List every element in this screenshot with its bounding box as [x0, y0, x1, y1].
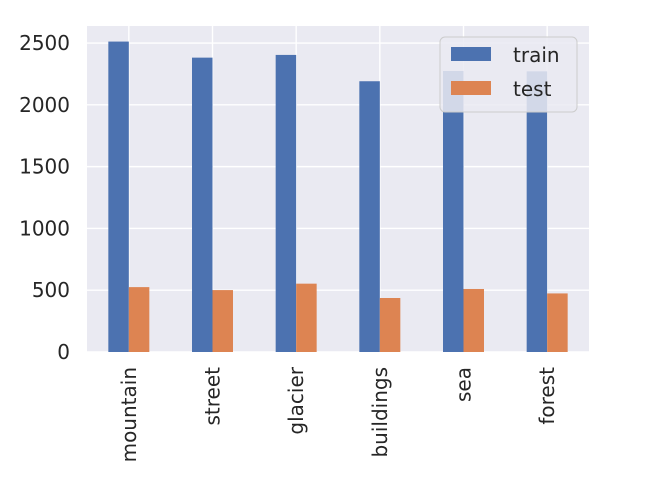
x-tick-label: street [201, 367, 225, 426]
y-tick-label: 2500 [19, 31, 70, 55]
legend: train test [439, 36, 578, 113]
bar-test-street [212, 290, 233, 352]
bar-test-glacier [296, 283, 317, 352]
bar-train-sea [443, 70, 464, 353]
x-axis: mountain street glacier buildings sea forest [117, 366, 559, 462]
legend-label-train: train [513, 43, 560, 67]
legend-swatch-test [451, 81, 491, 95]
bar-test-sea [463, 288, 484, 352]
legend-label-test: test [513, 77, 552, 101]
x-tick-label: forest [535, 367, 559, 425]
bar-train-forest [526, 71, 548, 352]
y-tick-label: 0 [57, 340, 70, 364]
y-tick-label: 1500 [19, 155, 70, 179]
x-tick-label: sea [452, 367, 476, 402]
x-tick-label: glacier [284, 366, 308, 434]
bar-train-buildings [359, 81, 380, 353]
y-axis: 0 500 1000 1500 2000 2500 [19, 31, 70, 364]
x-tick-label: buildings [368, 367, 392, 458]
bar-train-glacier [275, 54, 297, 353]
bar-test-mountain [128, 287, 150, 352]
legend-swatch-train [451, 47, 491, 61]
y-tick-label: 2000 [19, 93, 70, 117]
x-tick-label: mountain [117, 367, 141, 462]
bar-train-mountain [108, 41, 129, 352]
bar-test-forest [547, 293, 568, 352]
y-tick-label: 1000 [19, 216, 70, 240]
bars [108, 41, 568, 353]
bar-train-street [192, 57, 213, 353]
bar-test-buildings [379, 297, 401, 352]
y-tick-label: 500 [32, 278, 70, 302]
